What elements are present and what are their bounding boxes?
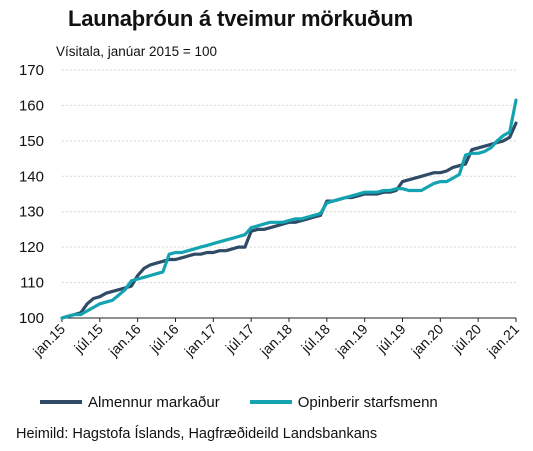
x-tick-label-jan.21: jan.21 [483,321,522,360]
legend-item-series-0: Almennur markaður [40,394,220,411]
x-tick-label-júl.20: júl.20 [449,321,485,357]
y-tick-label-160: 160 [19,97,44,114]
chart-title: Launaþróun á tveimur mörkuðum [68,6,414,31]
x-tick-label-júl.16: júl.16 [146,321,182,357]
legend-label-series-0: Almennur markaður [88,393,220,411]
x-tick-label-jan.17: jan.17 [180,321,219,360]
x-tick-label-júl.17: júl.17 [222,321,258,357]
chart-subtitle: Vísitala, janúar 2015 = 100 [56,44,217,59]
legend-swatch-series-0 [40,400,82,404]
y-tick-label-110: 110 [20,275,44,292]
y-tick-label-120: 120 [19,239,44,256]
chart-legend: Almennur markaður Opinberir starfsmenn [40,392,468,412]
x-tick-label-jan.19: jan.19 [332,321,371,360]
series-line-0 [60,121,518,320]
y-tick-label-130: 130 [19,204,44,221]
legend-swatch-series-1 [249,400,292,404]
x-tick-label-jan.20: jan.20 [407,321,446,360]
x-tick-label-júl.18: júl.18 [297,321,333,357]
x-tick-label-jan.16: jan.16 [105,321,144,360]
legend-label-series-1: Opinberir starfsmenn [297,393,438,411]
x-tick-label-jan.18: jan.18 [256,321,295,360]
y-tick-label-170: 170 [19,62,44,79]
series-line-1 [60,98,518,320]
y-tick-label-140: 140 [19,168,44,185]
source-note: Heimild: Hagstofa Íslands, Hagfræðideild… [16,426,378,442]
y-tick-label-100: 100 [19,310,44,327]
x-tick-label-júl.19: júl.19 [373,321,409,357]
legend-item-series-1: Opinberir starfsmenn [249,393,438,411]
x-tick-label-júl.15: júl.15 [70,321,106,357]
y-tick-label-150: 150 [19,133,44,150]
